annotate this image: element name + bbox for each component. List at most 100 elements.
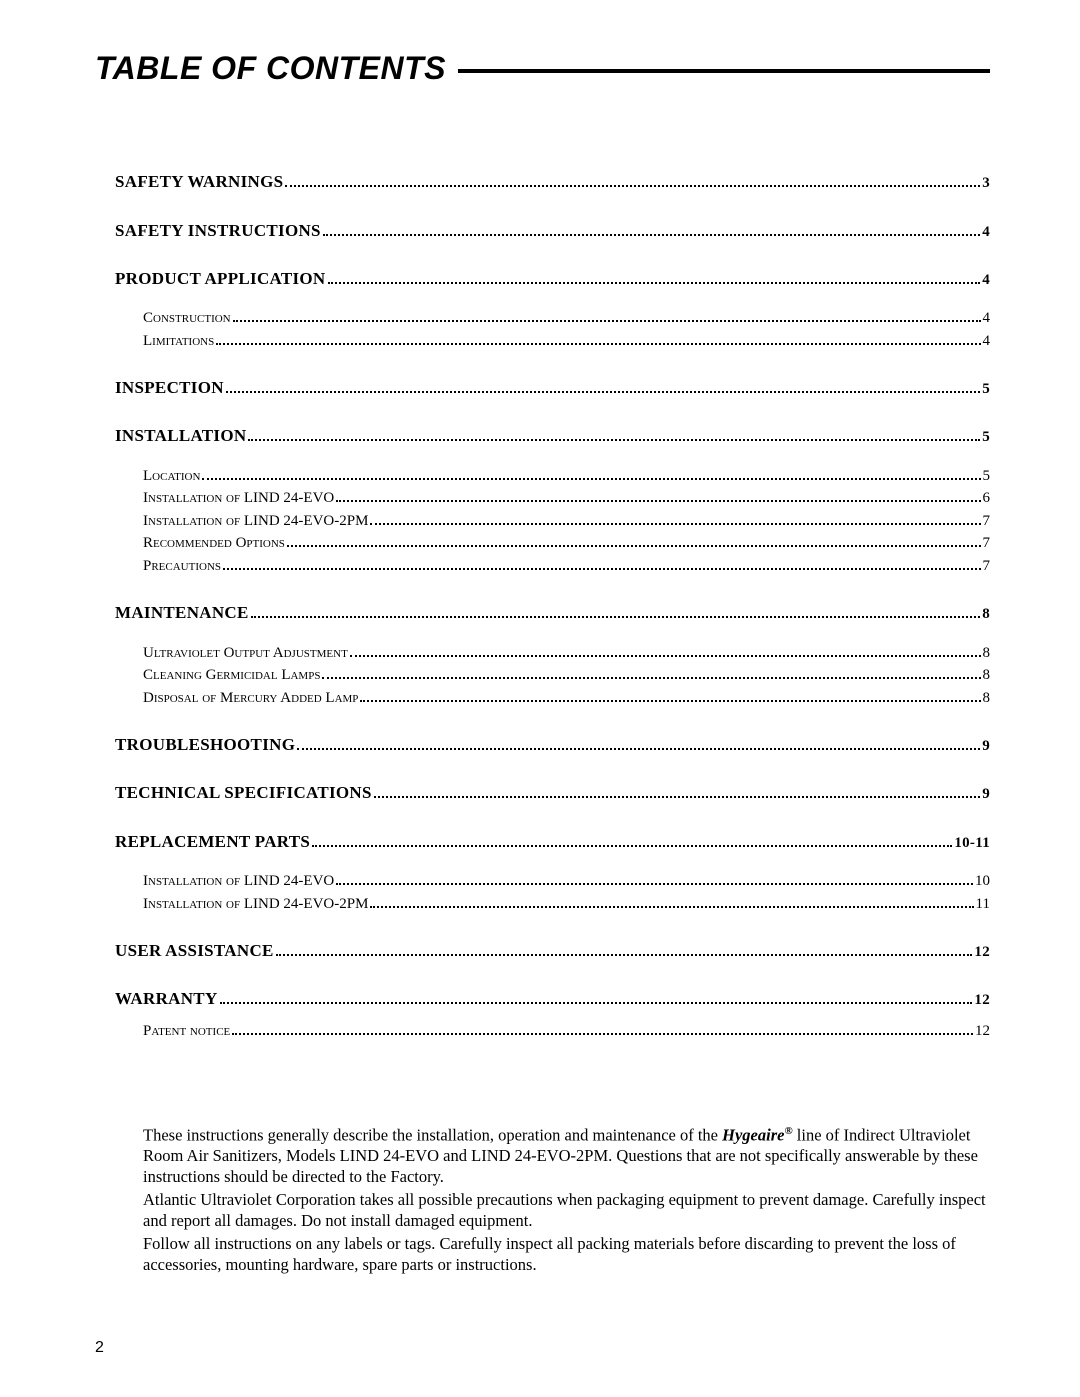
toc-page-number: 5 (982, 429, 990, 446)
toc-leader-dots (216, 331, 980, 345)
toc-page-number: 4 (983, 310, 991, 327)
toc-page-number: 12 (974, 992, 990, 1009)
toc-label: PRODUCT APPLICATION (115, 269, 326, 289)
toc-subsection: Patent notice 12 (115, 1021, 990, 1040)
toc-subsection: Location 5 (115, 466, 990, 485)
toc-label: Recommended Options (143, 535, 285, 552)
toc-gap (115, 623, 990, 639)
toc-leader-dots (322, 666, 980, 680)
toc-label: Cleaning Germicidal Lamps (143, 667, 320, 684)
toc-gap (115, 289, 990, 305)
page-title: TABLE OF CONTENTS (95, 50, 458, 87)
table-of-contents: SAFETY WARNINGS 3 SAFETY INSTRUCTIONS 4 PROD… (95, 172, 990, 1040)
toc-page-number: 8 (983, 645, 991, 662)
toc-subsection: Cleaning Germicidal Lamps 8 (115, 666, 990, 685)
toc-gap (115, 446, 990, 462)
toc-page-number: 4 (983, 333, 991, 350)
title-rule (458, 69, 990, 73)
toc-subsection: Installation of LIND 24-EVO-2PM 11 (115, 894, 990, 913)
toc-label: Limitations (143, 333, 214, 350)
toc-leader-dots (287, 534, 981, 548)
toc-leader-dots (323, 220, 980, 235)
body-p1a: These instructions generally describe th… (143, 1125, 722, 1144)
toc-section: SAFETY INSTRUCTIONS 4 (115, 220, 990, 240)
toc-label: Ultraviolet Output Adjustment (143, 645, 348, 662)
toc-leader-dots (360, 688, 980, 702)
toc-page-number: 12 (975, 1023, 990, 1040)
toc-subsection: Construction 4 (115, 309, 990, 328)
toc-label: SAFETY WARNINGS (115, 172, 283, 192)
toc-section: REPLACEMENT PARTS 10-11 (115, 831, 990, 851)
body-paragraph-2: Atlantic Ultraviolet Corporation takes a… (143, 1190, 986, 1231)
page: TABLE OF CONTENTS SAFETY WARNINGS3SAFETY… (0, 0, 1080, 1397)
toc-leader-dots (285, 172, 980, 187)
toc-page-number: 9 (982, 738, 990, 755)
toc-section: PRODUCT APPLICATION4 (115, 269, 990, 289)
toc-page-number: 4 (982, 224, 990, 241)
toc-label: Location (143, 468, 200, 485)
toc-leader-dots (350, 643, 981, 657)
toc-label: INSTALLATION (115, 426, 246, 446)
toc-leader-dots (232, 1021, 973, 1035)
toc-section: MAINTENANCE 8 (115, 603, 990, 623)
toc-page-number: 10 (975, 873, 990, 890)
toc-label: Installation of LIND 24-EVO-2PM (143, 513, 368, 530)
toc-label: INSPECTION (115, 378, 224, 398)
page-number: 2 (95, 1339, 104, 1357)
toc-leader-dots (336, 489, 980, 503)
body-text: These instructions generally describe th… (95, 1125, 990, 1276)
toc-page-number: 3 (982, 175, 990, 192)
toc-leader-dots (202, 466, 980, 480)
toc-label: Installation of LIND 24-EVO (143, 490, 334, 507)
toc-leader-dots (233, 309, 981, 323)
toc-label: Disposal of Mercury Added Lamp (143, 690, 358, 707)
body-paragraph-1: These instructions generally describe th… (143, 1125, 986, 1187)
toc-label: TROUBLESHOOTING (115, 735, 295, 755)
toc-page-number: 11 (976, 896, 990, 913)
toc-subsection: Installation of LIND 24-EVO 10 (115, 872, 990, 891)
toc-label: SAFETY INSTRUCTIONS (115, 221, 321, 241)
toc-subsection: Installation of LIND 24-EVO 6 (115, 489, 990, 508)
toc-label: Installation of LIND 24-EVO (143, 873, 334, 890)
toc-leader-dots (336, 872, 973, 886)
toc-leader-dots (328, 269, 981, 284)
toc-subsection: Ultraviolet Output Adjustment 8 (115, 643, 990, 662)
toc-label: Patent notice (143, 1023, 230, 1040)
toc-leader-dots (370, 511, 980, 525)
toc-subsection: Disposal of Mercury Added Lamp 8 (115, 688, 990, 707)
toc-label: REPLACEMENT PARTS (115, 832, 310, 852)
toc-page-number: 5 (983, 468, 991, 485)
toc-leader-dots (370, 894, 973, 908)
toc-leader-dots (374, 783, 980, 798)
toc-section: TECHNICAL SPECIFICATIONS9 (115, 783, 990, 803)
toc-section: SAFETY WARNINGS 3 (115, 172, 990, 192)
toc-page-number: 6 (983, 490, 991, 507)
toc-label: Construction (143, 310, 231, 327)
toc-subsection: Recommended Options 7 (115, 534, 990, 553)
toc-leader-dots (223, 556, 980, 570)
toc-page-number: 8 (982, 606, 990, 623)
toc-section: WARRANTY 12 (115, 989, 990, 1009)
toc-leader-dots (220, 989, 973, 1004)
toc-leader-dots (276, 941, 973, 956)
toc-page-number: 10-11 (954, 835, 990, 852)
title-row: TABLE OF CONTENTS (95, 50, 990, 87)
toc-leader-dots (297, 735, 980, 750)
toc-subsection: Installation of LIND 24-EVO-2PM7 (115, 511, 990, 530)
toc-label: Precautions (143, 558, 221, 575)
toc-label: USER ASSISTANCE (115, 941, 274, 961)
toc-page-number: 8 (983, 667, 991, 684)
registered-mark: ® (784, 1125, 792, 1137)
toc-page-number: 8 (983, 690, 991, 707)
toc-label: Installation of LIND 24-EVO-2PM (143, 896, 368, 913)
toc-page-number: 7 (983, 558, 991, 575)
toc-leader-dots (251, 603, 981, 618)
toc-leader-dots (248, 426, 980, 441)
toc-gap (115, 852, 990, 868)
toc-label: WARRANTY (115, 989, 218, 1009)
toc-section: INSTALLATION 5 (115, 426, 990, 446)
body-paragraph-3: Follow all instructions on any labels or… (143, 1234, 986, 1275)
toc-page-number: 12 (974, 944, 990, 961)
toc-page-number: 7 (983, 535, 991, 552)
toc-label: MAINTENANCE (115, 603, 249, 623)
